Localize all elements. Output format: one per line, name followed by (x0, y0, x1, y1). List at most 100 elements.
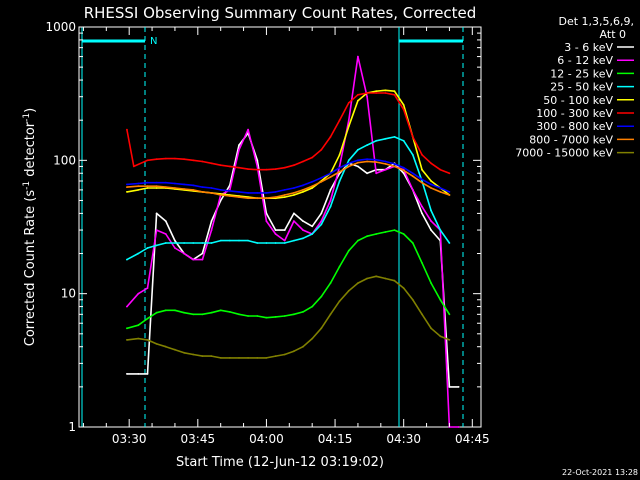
series-point (384, 160, 387, 163)
series-point (347, 125, 350, 128)
series-point (201, 258, 204, 261)
series-point (238, 313, 240, 316)
series-point (293, 212, 295, 215)
series-point (347, 119, 350, 122)
series-point (448, 339, 451, 341)
series-point (320, 148, 323, 151)
series-point (357, 282, 359, 284)
series-point (238, 144, 240, 147)
series-point (274, 191, 277, 193)
series-line (126, 92, 450, 175)
series-point (411, 153, 414, 156)
series-point (366, 235, 368, 238)
series-point (357, 148, 359, 151)
series-point (146, 185, 149, 188)
series-point (132, 165, 135, 168)
series-point (293, 239, 295, 242)
series-line (126, 89, 450, 199)
series-point (384, 92, 387, 94)
series-point (411, 172, 414, 175)
series-point (174, 157, 176, 160)
series-point (357, 159, 359, 162)
series-point (357, 55, 359, 58)
series-point (421, 153, 423, 156)
series-point (384, 168, 387, 171)
series-point (164, 242, 167, 244)
series-point (457, 386, 460, 388)
series-point (274, 196, 277, 199)
series-point (366, 158, 368, 161)
series-point (448, 242, 451, 244)
series-point (146, 317, 149, 320)
series-point (430, 209, 432, 212)
series-point (146, 247, 149, 249)
series-point (338, 166, 341, 169)
series-point (174, 348, 176, 351)
series-point (302, 220, 304, 223)
series-point (439, 168, 442, 171)
series-point (164, 181, 167, 184)
series-point (320, 180, 323, 183)
x-tick-label: 04:30 (386, 432, 421, 446)
series-point (183, 188, 186, 190)
series-point (411, 242, 414, 244)
series-point (146, 159, 149, 162)
series-point (439, 335, 442, 338)
series-point (192, 242, 195, 244)
y-tick-label: 1 (68, 420, 76, 434)
series-point (430, 187, 432, 189)
series-point (256, 165, 259, 168)
series-point (283, 315, 286, 317)
series-point (421, 212, 423, 215)
series-point (126, 327, 128, 330)
series-point (146, 181, 149, 184)
series-point (192, 189, 195, 191)
series-point (302, 345, 304, 348)
series-point (201, 160, 204, 163)
series-point (293, 164, 295, 167)
series-point (311, 187, 314, 189)
series-point (228, 357, 231, 359)
series-point (357, 93, 359, 96)
series-point (430, 180, 432, 182)
series-point (430, 229, 432, 232)
series-point (265, 168, 268, 171)
series-point (164, 157, 167, 160)
series-point (421, 181, 423, 184)
series-point (164, 186, 167, 189)
series-point (293, 350, 295, 353)
series-point (146, 187, 149, 189)
series-point (311, 180, 314, 183)
series-point (219, 189, 222, 191)
series-point (347, 162, 350, 165)
series-point (228, 311, 231, 313)
series-point (137, 292, 140, 295)
series-point (283, 242, 286, 244)
series-point (228, 165, 231, 168)
series-point (366, 144, 368, 147)
series-point (302, 229, 304, 232)
series-point (384, 89, 387, 92)
x-axis-label: Start Time (12-Jun-12 03:19:02) (176, 455, 384, 470)
series-point (164, 309, 167, 312)
series-point (329, 205, 332, 208)
series-point (357, 239, 359, 242)
series-point (393, 229, 396, 232)
series-point (183, 158, 186, 161)
legend-entry-label: 300 - 800 keV (536, 120, 613, 133)
series-point (183, 311, 186, 314)
series-point (384, 137, 387, 140)
series-point (238, 148, 240, 151)
legend-entry-label: 25 - 50 keV (550, 81, 613, 94)
series-point (174, 239, 176, 242)
series-line (126, 158, 450, 194)
series-point (302, 184, 304, 187)
series-point (137, 185, 140, 188)
series-point (375, 233, 378, 235)
series-point (219, 309, 222, 312)
series-point (375, 161, 378, 164)
series-point (126, 339, 128, 341)
series-point (411, 175, 414, 178)
series-point (430, 220, 432, 223)
observation-markers: N (81, 27, 464, 427)
